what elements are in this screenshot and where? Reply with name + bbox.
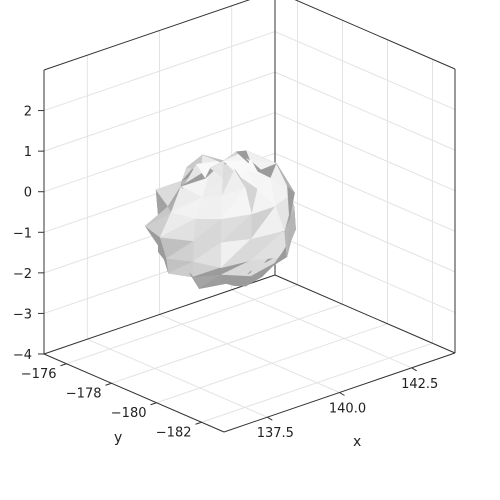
grid-line xyxy=(274,233,456,313)
x-tick-mark xyxy=(411,367,417,372)
x-tick-label: 142.5 xyxy=(401,377,438,392)
mesh-surface xyxy=(145,150,296,289)
axis-edge xyxy=(294,0,456,70)
grid-line xyxy=(274,112,456,192)
grid-line xyxy=(274,193,456,273)
grid-line xyxy=(66,284,298,365)
y-tick-mark xyxy=(105,382,112,386)
x-tick-mark xyxy=(339,392,345,396)
z-tick-label: −2 xyxy=(13,267,32,282)
x-tick-label: 137.5 xyxy=(257,426,294,441)
axis-edge xyxy=(274,274,456,354)
axis-edge xyxy=(43,353,225,433)
z-tick-label: 2 xyxy=(24,105,32,120)
mesh-face xyxy=(276,163,295,193)
y-tick-label: −182 xyxy=(156,425,192,440)
grid-line xyxy=(87,338,268,418)
tick-labels: 137.5 140.0 142.5 −176 −178 −180 −182 −4 −3 −2 −1 0… xyxy=(13,105,438,442)
mesh-face xyxy=(155,180,183,191)
grid-line xyxy=(231,289,412,369)
grid-line xyxy=(156,323,388,404)
z-tick-label: −3 xyxy=(13,307,32,322)
x-axis-label: x xyxy=(353,434,361,450)
y-tick-label: −176 xyxy=(21,367,57,382)
y-tick-mark xyxy=(60,363,67,367)
y-tick-label: −178 xyxy=(66,386,102,401)
z-tick-label: 1 xyxy=(24,145,32,160)
y-tick-mark xyxy=(195,421,202,425)
axis-edge xyxy=(43,0,251,71)
z-tick-label: −1 xyxy=(13,226,32,241)
grid-line xyxy=(159,314,340,393)
grid-line xyxy=(43,31,276,112)
y-tick-label: −180 xyxy=(111,406,147,421)
grid-line xyxy=(274,31,456,111)
grid-line xyxy=(111,303,343,384)
x-tick-mark xyxy=(267,416,273,421)
y-axis-label: y xyxy=(114,430,122,446)
grid-line xyxy=(201,342,433,423)
grid-line xyxy=(274,71,456,151)
z-tick-label: 0 xyxy=(24,186,32,201)
x-tick-label: 140.0 xyxy=(329,402,366,417)
axis-edge xyxy=(43,274,276,355)
grid-line xyxy=(43,71,276,152)
grid-line xyxy=(43,112,276,193)
y-tick-mark xyxy=(150,402,157,406)
z-tick-label: −4 xyxy=(13,348,32,363)
grid-line xyxy=(274,152,456,232)
